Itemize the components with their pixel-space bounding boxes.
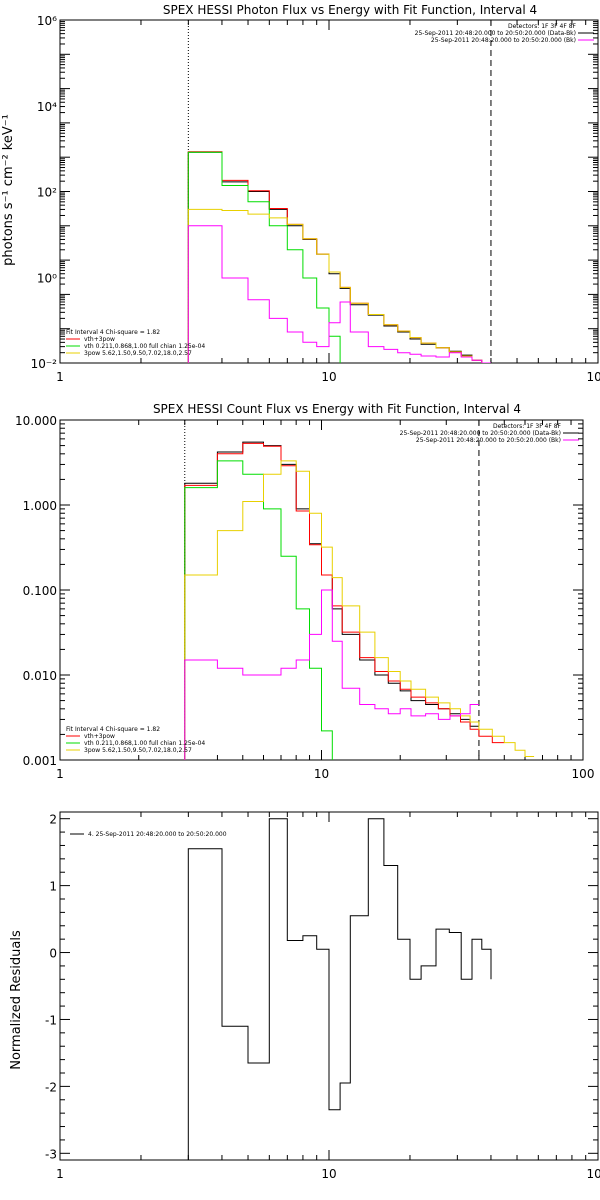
legend-entry: Fit Interval 4 Chi-square = 1.82 — [66, 726, 160, 733]
count-flux-marks: 1 10 100 0.001 0.010 0.100 1.000 10.000 Detector… — [15, 414, 594, 781]
series-vth-3pow — [184, 442, 505, 760]
x-tick-label: 10 — [314, 767, 329, 781]
legend-entry: 25-Sep-2011 20:48:20.000 to 20:50:20.000… — [416, 437, 561, 444]
photon-flux-marks: 1 10 100 10⁻² 10⁰ 10² 10⁴ 10⁶ Detectors: 1F 3F 4… — [31, 14, 600, 384]
series-group — [187, 818, 492, 1160]
legend-entry: vth 0.211,0.868,1.00 full chian 1.25e-04 — [84, 343, 205, 350]
y-tick-label: 0.010 — [23, 669, 57, 683]
y-tick-label: 10⁻² — [31, 357, 58, 371]
photon-flux-panel: SPEX HESSI Photon Flux vs Energy with Fi… — [1, 3, 600, 384]
x-tick-label: 1 — [56, 1167, 64, 1181]
count-flux-title: SPEX HESSI Count Flux vs Energy with Fit… — [153, 402, 521, 416]
legend-entry: 25-Sep-2011 20:48:20.000 to 20:50:20.000… — [431, 37, 576, 44]
count-flux-panel: SPEX HESSI Count Flux vs Energy with Fit… — [15, 402, 594, 781]
series-bk — [184, 589, 479, 760]
series-vth — [184, 460, 333, 760]
residuals-ylabel: Normalized Residuals — [9, 930, 24, 1070]
series-bk — [187, 225, 491, 363]
residuals-marks: 1 10 100 -3 -2 -1 0 1 2 4. 25-Sep-2011 20:48:20.0… — [45, 811, 600, 1181]
x-tick-label: 100 — [587, 1167, 600, 1181]
x-tick-label: 1 — [56, 370, 64, 384]
y-tick-label: 10² — [37, 186, 57, 200]
photon-flux-title: SPEX HESSI Photon Flux vs Energy with Fi… — [163, 3, 537, 17]
x-tick-label: 1 — [56, 767, 64, 781]
legend-entry: vth+3pow — [84, 733, 115, 740]
legend-entry: vth+3pow — [84, 336, 115, 343]
y-tick-label: 10⁰ — [37, 271, 57, 285]
y-tick-label: 0.001 — [23, 754, 57, 768]
legend-entry: 25-Sep-2011 20:48:20.000 to 20:50:20.000… — [415, 30, 576, 37]
series-3pow — [184, 460, 535, 760]
legend-entry: 4. 25-Sep-2011 20:48:20.000 to 20:50:20.… — [88, 831, 227, 838]
legend-entry: 3pow 5.62,1.50,9.50,7.02,18.0,2.57 — [84, 747, 192, 754]
x-tick-label: 100 — [572, 767, 595, 781]
y-tick-label: 0.100 — [23, 584, 57, 598]
series-data-bk — [187, 151, 483, 363]
y-tick-label: 0 — [49, 947, 57, 961]
series-3pow — [187, 208, 483, 363]
legend-entry: 25-Sep-2011 20:48:20.000 to 20:50:20.000… — [400, 430, 561, 437]
x-tick-label: 10 — [321, 1167, 336, 1181]
legend-entry: Detectors: 1F 3F 4F 8F — [493, 423, 562, 430]
x-tick-label: 100 — [587, 370, 600, 384]
y-tick-label: -2 — [45, 1080, 57, 1094]
y-tick-label: 10⁴ — [37, 100, 57, 114]
y-tick-label: 1 — [49, 880, 57, 894]
x-tick-label: 10 — [321, 370, 336, 384]
y-tick-label: 10⁶ — [37, 14, 57, 28]
y-tick-label: 1.000 — [23, 499, 57, 513]
series-group — [187, 151, 491, 363]
series-vth — [187, 151, 341, 363]
y-tick-label: 10.000 — [15, 414, 57, 428]
series-vth-3pow — [187, 151, 483, 363]
photon-flux-ylabel: photons s⁻¹ cm⁻² keV⁻¹ — [1, 114, 16, 266]
legend-entry: vth 0.211,0.868,1.00 full chian 1.25e-04 — [84, 740, 205, 747]
y-tick-label: 2 — [49, 813, 57, 827]
series-group — [184, 441, 535, 760]
series-residuals — [187, 818, 492, 1160]
residuals-panel: Normalized Residuals 1 10 100 -3 -2 -1 0 1 2 4. 2… — [9, 811, 600, 1181]
legend-entry: 3pow 5.62,1.50,9.50,7.02,18.0,2.57 — [84, 350, 192, 357]
y-tick-label: -3 — [45, 1147, 57, 1161]
y-tick-label: -1 — [45, 1013, 57, 1027]
legend-entry: Fit Interval 4 Chi-square = 1.82 — [66, 329, 160, 336]
legend-entry: Detectors: 1F 3F 4F 8F — [508, 23, 577, 30]
